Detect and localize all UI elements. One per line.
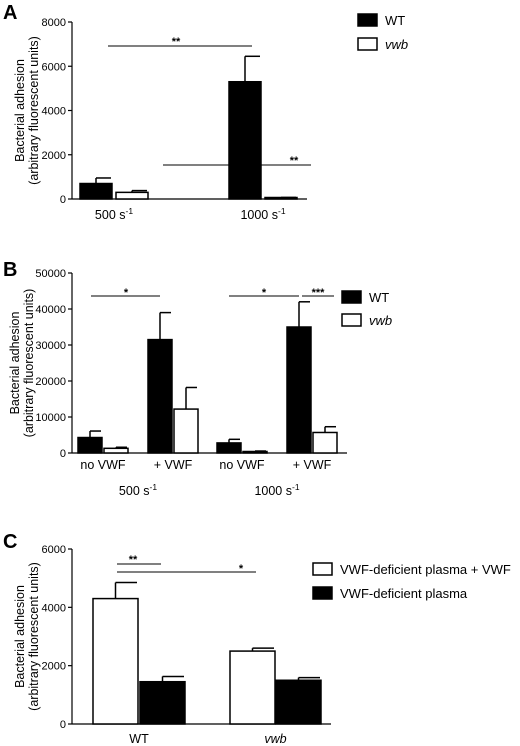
bar-wt: [147, 338, 173, 454]
y-axis-label: Bacterial adhesion: [8, 312, 22, 415]
y-axis-label: Bacterial adhesion: [13, 59, 27, 162]
legend-swatch: [341, 313, 362, 327]
panel-a: A Bacterial adhesion (arbitrary fluorescen…: [3, 2, 408, 222]
y-tick-label: 20000: [35, 376, 66, 388]
legend-label: vwb: [369, 313, 392, 328]
x-group-label: 500 s-1: [119, 482, 157, 498]
x-category-label-base: 1000 s: [240, 208, 278, 222]
y-tick-label: 0: [60, 448, 66, 460]
significance-label: *: [124, 287, 129, 299]
bar-vwf-deficient-plasma: [139, 680, 186, 725]
significance-label: ***: [312, 287, 326, 299]
bar-wt: [286, 326, 312, 454]
panel-letter: A: [3, 2, 17, 24]
bar-wt: [77, 436, 103, 454]
x-category-label: 1000 s-1: [240, 206, 285, 222]
significance-label: **: [290, 155, 299, 167]
x-group-label-superscript: -1: [292, 482, 300, 492]
x-category-label: WT: [129, 732, 149, 746]
legend-swatch: [312, 562, 333, 576]
y-tick-label: 8000: [42, 17, 66, 29]
panel-letter: B: [3, 259, 17, 281]
legend-label: WT: [369, 290, 389, 305]
panel-b: B Bacterial adhesion (arbitrary fluorescen…: [3, 259, 392, 498]
bar-vwf-deficient-plasma: [275, 679, 322, 725]
x-category-label: + VWF: [154, 458, 193, 472]
y-tick-label: 6000: [42, 61, 66, 73]
y-tick-label: 30000: [35, 340, 66, 352]
x-category-label-superscript: -1: [278, 206, 286, 216]
bar-vwf-deficient-plasma-vwf: [229, 650, 276, 725]
x-category-label: no VWF: [80, 458, 126, 472]
y-tick-label: 4000: [42, 602, 66, 614]
y-tick-label: 10000: [35, 412, 66, 424]
bar-vwb: [103, 447, 129, 454]
significance-label: *: [239, 563, 244, 575]
y-tick-label: 2000: [42, 661, 66, 673]
bar-vwf-deficient-plasma-vwf: [92, 597, 139, 725]
bar-vwb: [173, 408, 199, 454]
panel-c: C Bacterial adhesion (arbitrary fluorescen…: [3, 531, 511, 746]
bar-wt: [228, 80, 262, 200]
y-tick-label: 6000: [42, 544, 66, 556]
y-tick-label: 0: [60, 719, 66, 731]
legend: WT vwb: [341, 290, 392, 328]
legend-label: WT: [385, 13, 405, 28]
y-axis-label-units: (arbitrary fluorescent units): [22, 289, 36, 438]
y-tick-label: 40000: [35, 304, 66, 316]
legend: WT vwb: [357, 13, 408, 52]
x-category-label: 500 s-1: [95, 206, 133, 222]
bar-wt: [79, 182, 113, 200]
y-axis-label-units: (arbitrary fluorescent units): [27, 562, 41, 711]
legend-swatch: [357, 13, 378, 27]
significance-label: **: [172, 36, 181, 48]
y-tick-label: 2000: [42, 150, 66, 162]
bar-wt: [216, 442, 242, 454]
x-category-label: + VWF: [293, 458, 332, 472]
y-tick-label: 50000: [35, 268, 66, 280]
bar-vwb: [312, 431, 338, 454]
y-axis-label: Bacterial adhesion: [13, 585, 27, 688]
legend-swatch: [341, 290, 362, 304]
legend: VWF-deficient plasma + VWF VWF-deficient …: [312, 562, 511, 601]
legend-swatch: [312, 586, 333, 600]
significance-label: *: [262, 287, 267, 299]
x-category-label-superscript: -1: [126, 206, 134, 216]
x-category-label: no VWF: [219, 458, 265, 472]
legend-label: VWF-deficient plasma + VWF: [340, 562, 511, 577]
x-category-label-base: 500 s: [95, 208, 126, 222]
x-group-label: 1000 s-1: [254, 482, 299, 498]
y-tick-label: 0: [60, 194, 66, 206]
x-group-label-base: 500 s: [119, 484, 150, 498]
legend-swatch: [357, 37, 378, 51]
legend-label: vwb: [385, 37, 408, 52]
y-tick-label: 4000: [42, 106, 66, 118]
bar-vwb: [115, 191, 149, 200]
x-group-label-base: 1000 s: [254, 484, 292, 498]
y-axis-label-units: (arbitrary fluorescent units): [27, 36, 41, 185]
x-category-label: vwb: [264, 732, 286, 746]
x-group-label-superscript: -1: [150, 482, 158, 492]
panel-letter: C: [3, 531, 17, 553]
significance-label: **: [129, 554, 138, 566]
legend-label: VWF-deficient plasma: [340, 586, 468, 601]
